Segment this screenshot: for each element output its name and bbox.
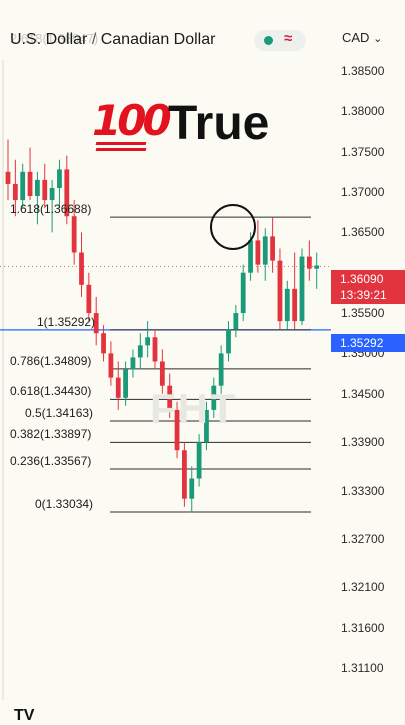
price-axis-label: 1.32100 [341,580,385,595]
candle-body [196,442,202,479]
candle-body [299,256,305,322]
fib-level-label: 0(1.33034) [35,497,94,512]
candle-body [167,385,173,410]
fib-level-label: 0.5(1.34163) [25,405,94,420]
candle-body [255,240,261,265]
price-axis-label: 1.34500 [341,386,385,401]
fib-level-label: 1(1.35292) [37,314,96,329]
candle-body [130,357,136,370]
candle-body [108,353,114,378]
price-axis-label: 1.32700 [341,532,385,546]
price-axis-label: 1.31100 [341,661,384,676]
fib-level-label: 1.618(1.36688) [10,202,92,217]
candle-body [233,313,239,330]
candle-body [137,345,143,358]
candle-body [248,240,253,273]
candle-body [306,256,312,269]
candle-body [79,252,84,285]
pair-separator: / [91,31,97,48]
candle-body [93,313,99,334]
tradingview-logo: TV [14,707,35,724]
currency-label: CAD [342,30,370,45]
candle-body [71,216,77,253]
fib-level-label: 0.786(1.34809) [10,353,92,368]
candle-body [218,353,224,386]
fib-level-label: 0.382(1.33897) [10,427,92,442]
quote-currency-name: Canadian Dollar [100,31,216,48]
candle-body [27,171,33,197]
current-price-value: 1.36090 [340,272,384,286]
current-price-tag: 1.36090 13:39:21 [331,270,405,304]
candle-body [314,265,320,269]
symbol-title[interactable]: U.S. Dollar / Canadian Dollar [10,31,215,49]
price-axis-label: 1.33300 [341,483,385,498]
market-open-dot-icon [264,36,273,45]
price-axis-label: 1.35500 [341,306,385,321]
candle-body [20,171,26,201]
bar-countdown: 13:39:21 [340,288,387,302]
price-axis-label: 1.38000 [341,104,385,119]
candle-body [204,409,209,443]
candle-body [152,337,158,362]
price-axis-label: 1.37500 [341,144,385,159]
candle-body [42,179,48,201]
candle-body [57,169,62,188]
watermark-logo: FHT [150,385,238,432]
candle-body [64,169,70,217]
fib-level-label: 0.236(1.33567) [10,454,92,469]
price-axis-label: 1.37000 [341,185,385,199]
candle-body [226,329,231,354]
candle-body [35,179,40,197]
candle-body [101,333,106,354]
candle-body [277,260,283,322]
candle-body [270,236,275,261]
price-axis-label: 1.38500 [341,63,385,78]
fib-level-label: 0.618(1.34430) [10,384,92,399]
candle-body [262,236,268,265]
caption-text: True [168,97,270,150]
candle-body [123,369,128,398]
candle-body [12,183,18,201]
candle-body [49,187,55,201]
candle-body [86,284,92,314]
price-axis-label: 1.33900 [341,435,385,450]
candle-body [145,337,151,346]
highlight-circle [210,204,256,250]
price-axis-label: 1.36500 [341,225,385,240]
candle-body [115,377,121,398]
chevron-down-icon: ⌄ [373,33,383,45]
currency-selector[interactable]: CAD ⌄ [342,30,382,45]
candle-body [174,409,180,451]
candle-body [284,288,290,322]
wave-icon: ≈ [284,30,293,47]
price-axis-label: 1.31600 [341,620,385,635]
candle-body [5,171,11,184]
fib-level-price-tag: 1.35292 [331,334,405,352]
candle-body [292,288,298,322]
candle-body [189,478,195,499]
base-currency-name: U.S. Dollar [10,31,88,48]
candle-body [159,361,165,386]
candle-body [182,450,187,499]
market-status-pill[interactable]: ≈ [254,30,306,51]
fib-level-price-value: 1.35292 [340,336,384,350]
candle-body [240,272,246,314]
candle-body [211,385,217,410]
